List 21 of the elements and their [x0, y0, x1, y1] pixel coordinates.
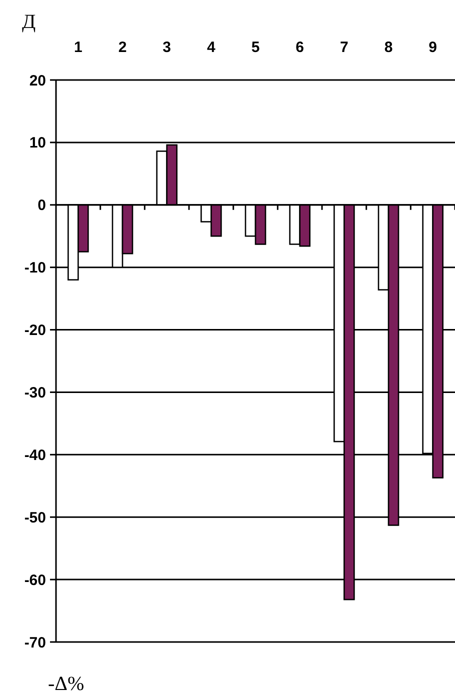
y-tick-label: 20: [29, 72, 46, 90]
x-tick-label: 5: [251, 39, 260, 56]
y-tick-label: 0: [38, 197, 46, 214]
x-tick-label: 6: [296, 39, 304, 56]
x-tick-label: 7: [340, 39, 348, 56]
text: -Δ%: [48, 673, 84, 695]
x-tick-label: 2: [118, 39, 127, 56]
y-tick-label: 10: [29, 134, 46, 152]
x-tick-label: 9: [428, 39, 438, 56]
x-tick-label: 3: [162, 39, 172, 56]
y-tick-label: -30: [24, 384, 46, 402]
y-tick-label: -60: [24, 572, 46, 589]
x-tick-label: 8: [384, 39, 393, 56]
y-tick-label: -20: [24, 322, 46, 340]
y-tick-label: -40: [24, 446, 46, 464]
y-tick-label: -50: [24, 509, 46, 526]
chart-title: Д: [22, 11, 36, 33]
x-tick-label: 4: [206, 39, 216, 56]
x-tick-label: 1: [74, 39, 82, 56]
y-tick-label: -10: [24, 260, 46, 277]
y-tick-label: -70: [24, 634, 46, 652]
